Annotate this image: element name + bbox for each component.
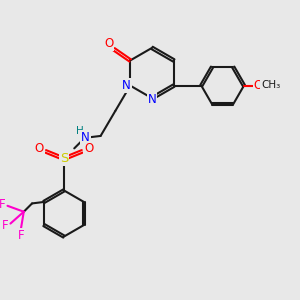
Text: N: N (148, 93, 156, 106)
Text: O: O (104, 38, 113, 50)
Text: N: N (122, 79, 131, 92)
Text: F: F (2, 218, 8, 232)
Text: CH₃: CH₃ (261, 80, 280, 90)
Text: O: O (254, 79, 263, 92)
Text: H: H (76, 127, 84, 136)
Text: F: F (17, 229, 24, 242)
Text: N: N (81, 131, 90, 144)
Text: S: S (60, 152, 68, 165)
Text: F: F (0, 198, 5, 211)
Text: O: O (84, 142, 93, 155)
Text: O: O (34, 142, 44, 155)
